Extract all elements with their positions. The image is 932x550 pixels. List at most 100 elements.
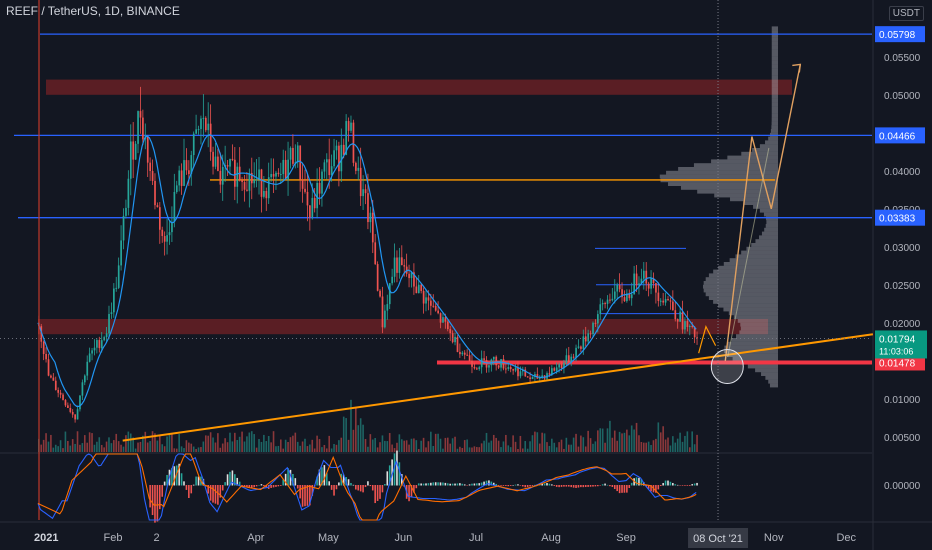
volume-bar	[127, 431, 130, 452]
volume-profile-bar	[764, 227, 778, 232]
candle-body	[623, 297, 626, 302]
histogram-bar	[580, 485, 582, 488]
volume-bar	[417, 448, 420, 452]
symbol-title[interactable]: REEF / TetherUS, 1D, BINANCE	[6, 4, 180, 18]
histogram-bar	[161, 485, 164, 497]
candle-body	[686, 321, 689, 327]
candle-body	[113, 288, 115, 313]
histogram-bar	[437, 482, 439, 486]
volume-bar	[284, 439, 287, 452]
volume-bar	[391, 444, 393, 452]
candle-body	[379, 290, 381, 297]
volume-bar	[287, 441, 289, 452]
histogram-bar	[180, 473, 183, 486]
volume-bar	[250, 431, 253, 452]
volume-bar	[40, 444, 43, 452]
time-tick-label: 2021	[34, 532, 58, 544]
volume-bar	[209, 432, 212, 452]
volume-bar	[427, 441, 430, 452]
histogram-bar	[650, 485, 652, 492]
time-tick-label: Nov	[764, 532, 784, 544]
histogram-bar	[512, 484, 514, 486]
candle-body	[175, 185, 178, 193]
candle-body	[342, 144, 345, 155]
volume-bar	[154, 433, 156, 452]
volume-bar	[505, 434, 507, 452]
histogram-bar	[350, 482, 352, 486]
moving-average-line	[37, 134, 697, 407]
histogram-bar	[679, 485, 681, 486]
volume-bar	[246, 436, 248, 452]
candle-body	[531, 376, 534, 380]
candle-body	[311, 197, 314, 218]
histogram-bar	[476, 483, 478, 486]
volume-bar	[449, 443, 451, 452]
candle-body	[468, 355, 471, 361]
candle-body	[659, 300, 662, 302]
histogram-bar	[432, 482, 435, 486]
volume-bar	[352, 429, 355, 452]
candle-body	[214, 156, 217, 167]
candle-body	[292, 147, 294, 164]
volume-bar	[594, 441, 597, 452]
volume-bar	[502, 441, 505, 452]
histogram-bar	[567, 485, 570, 487]
candle-body	[188, 170, 190, 175]
candle-body	[333, 150, 335, 167]
histogram-bar	[318, 469, 321, 486]
candle-body	[621, 289, 623, 298]
histogram-bar	[229, 471, 231, 486]
volume-bar	[679, 432, 681, 452]
volume-bar	[335, 444, 338, 452]
candle-body	[580, 346, 582, 349]
volume-bar	[321, 447, 323, 452]
histogram-bar	[466, 485, 468, 486]
volume-bar	[558, 442, 560, 452]
volume-bar	[255, 447, 258, 452]
volume-bar	[57, 446, 59, 452]
candle-body	[149, 162, 152, 172]
histogram-bar	[548, 483, 551, 486]
histogram-bar	[352, 484, 355, 486]
histogram-bar	[483, 481, 485, 486]
volume-profile-bar	[727, 341, 778, 346]
histogram-bar	[616, 485, 618, 492]
volume-bar	[272, 431, 275, 452]
oscillator-zero-label: 0.00000	[884, 481, 921, 492]
volume-profile-bar	[713, 300, 778, 304]
histogram-bar	[676, 484, 679, 486]
volume-bar	[531, 435, 534, 452]
candle-body	[597, 314, 599, 324]
volume-bar	[214, 442, 217, 452]
histogram-bar	[623, 485, 626, 493]
volume-profile-bar	[771, 75, 778, 80]
candle-body	[79, 395, 81, 410]
volume-bar	[398, 434, 401, 452]
histogram-bar	[601, 484, 604, 486]
histogram-bar	[497, 485, 500, 486]
histogram-bar	[309, 485, 311, 506]
volume-profile-bar	[730, 197, 778, 202]
histogram-bar	[505, 485, 507, 486]
volume-profile-bar	[697, 189, 778, 194]
histogram-bar	[674, 484, 677, 486]
level-price-tag	[875, 209, 925, 226]
volume-profile-bar	[759, 208, 778, 213]
volume-profile-bar	[713, 269, 778, 274]
volume-bar	[381, 435, 384, 452]
candle-body	[93, 347, 96, 351]
volume-bar	[325, 448, 328, 452]
candle-body	[255, 179, 258, 181]
ascending-trendline	[122, 333, 874, 442]
histogram-bar	[691, 484, 693, 486]
volume-bar	[686, 431, 689, 452]
level-price-tag	[875, 26, 925, 43]
candle-body	[555, 367, 558, 371]
volume-bar	[553, 442, 556, 452]
candle-body	[502, 359, 505, 369]
volume-bar	[328, 435, 330, 452]
histogram-bar	[490, 481, 493, 486]
volume-bar	[645, 442, 648, 452]
